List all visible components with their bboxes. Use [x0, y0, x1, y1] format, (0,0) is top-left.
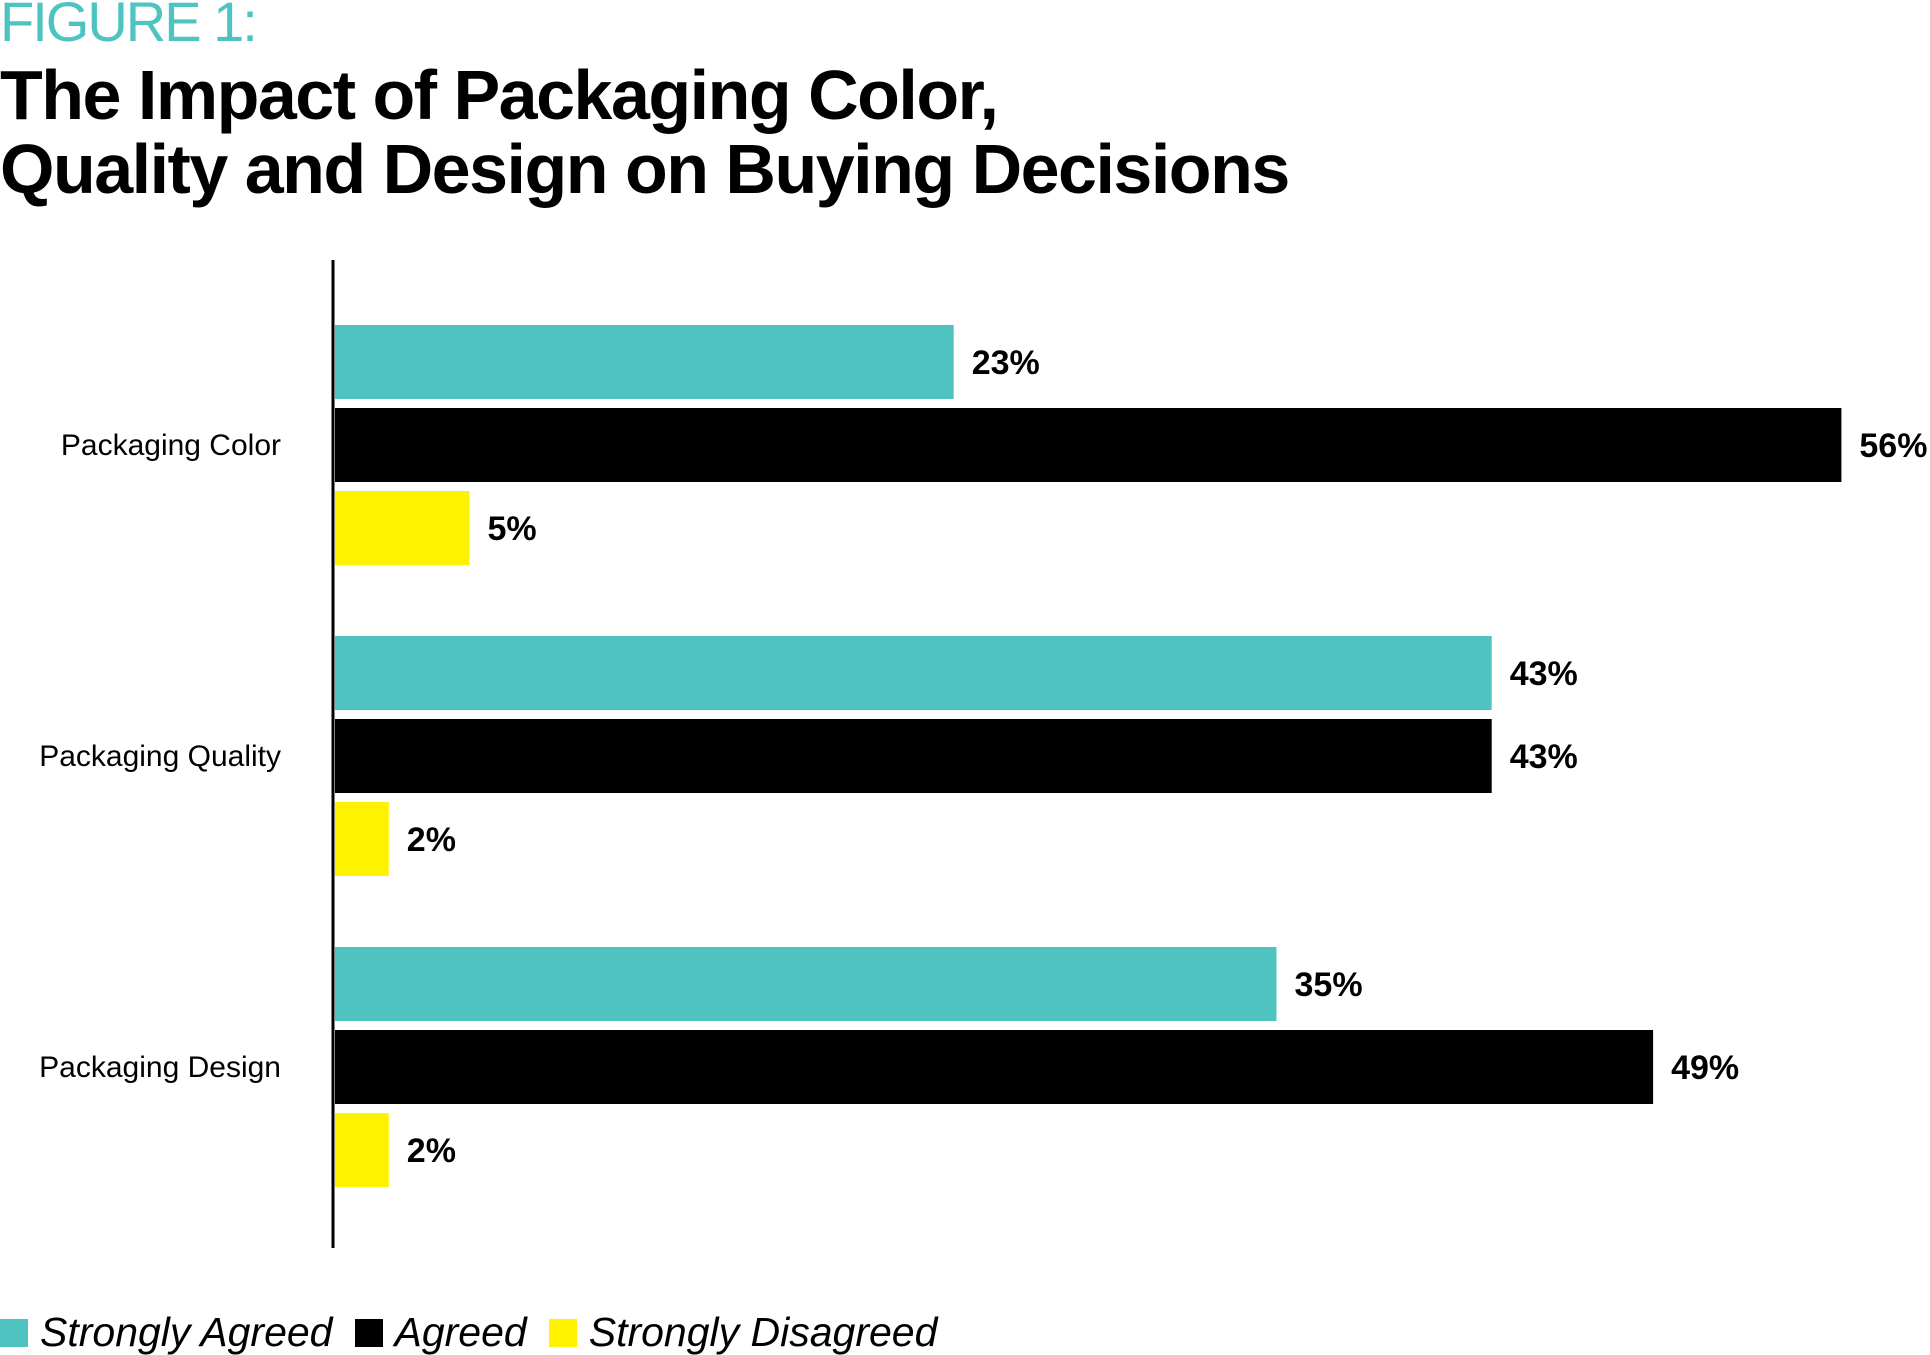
- bar: [335, 802, 389, 876]
- data-label: 35%: [1295, 966, 1363, 1004]
- data-label: 5%: [488, 510, 537, 548]
- chart-title-line-2: Quality and Design on Buying Decisions: [0, 130, 1290, 208]
- legend-label-agreed: Agreed: [394, 1309, 527, 1355]
- data-label: 23%: [972, 344, 1040, 382]
- category-label: Packaging Design: [39, 1051, 281, 1084]
- legend-item-agreed: Agreed: [354, 1309, 527, 1355]
- data-label: 2%: [407, 821, 456, 859]
- bar: [335, 636, 1492, 710]
- legend-label-strongly-disagreed: Strongly Disagreed: [588, 1309, 938, 1355]
- category-label: Packaging Quality: [39, 740, 281, 773]
- data-label: 43%: [1510, 738, 1578, 776]
- data-label: 43%: [1510, 655, 1578, 693]
- figure-label: FIGURE 1:: [0, 0, 258, 53]
- chart-title: The Impact of Packaging Color, Quality a…: [0, 56, 1290, 208]
- legend: Strongly Agreed Agreed Strongly Disagree…: [0, 1312, 959, 1353]
- data-label: 49%: [1671, 1049, 1739, 1087]
- bar-chart: Packaging Color 23% 56% 5% Packaging Quality…: [39, 260, 1927, 1248]
- data-label: 56%: [1859, 427, 1927, 465]
- bar: [335, 408, 1842, 482]
- legend-label-strongly-agreed: Strongly Agreed: [40, 1309, 333, 1355]
- bar: [335, 1030, 1654, 1104]
- bar: [335, 325, 954, 399]
- chart-title-line-1: The Impact of Packaging Color,: [0, 56, 999, 134]
- data-label: 2%: [407, 1132, 456, 1170]
- category-label: Packaging Color: [61, 429, 281, 462]
- legend-item-strongly-agreed: Strongly Agreed: [0, 1312, 333, 1353]
- legend-swatch-strongly-agreed: [0, 1318, 28, 1347]
- bar: [335, 719, 1492, 793]
- legend-item-strongly-disagreed: Strongly Disagreed: [548, 1309, 938, 1355]
- legend-swatch-strongly-disagreed: [548, 1318, 577, 1347]
- legend-swatch-agreed: [354, 1318, 383, 1347]
- bar: [335, 491, 470, 565]
- bar: [335, 1113, 389, 1187]
- bar: [335, 947, 1277, 1021]
